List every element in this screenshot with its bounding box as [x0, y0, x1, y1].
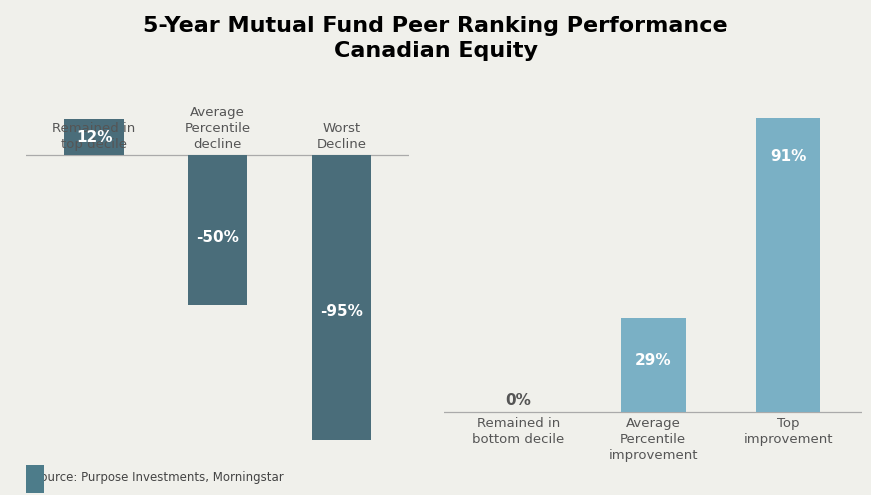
Bar — [64, 119, 124, 155]
Text: 0%: 0% — [505, 393, 531, 408]
Text: Source: Purpose Investments, Morningstar: Source: Purpose Investments, Morningstar — [33, 471, 284, 484]
Text: Average
Percentile
decline: Average Percentile decline — [185, 105, 251, 150]
Text: Worst
Decline: Worst Decline — [316, 122, 367, 150]
Text: Remained in
top decile: Remained in top decile — [52, 122, 136, 150]
Text: Remained in
bottom decile: Remained in bottom decile — [472, 417, 564, 446]
Text: 12%: 12% — [76, 130, 112, 145]
Bar — [188, 155, 247, 305]
Text: Top
improvement: Top improvement — [743, 417, 833, 446]
FancyBboxPatch shape — [26, 460, 375, 495]
Text: 5-Year Mutual Fund Peer Ranking Performance
Canadian Equity: 5-Year Mutual Fund Peer Ranking Performa… — [143, 15, 728, 61]
Bar — [756, 118, 820, 412]
Bar — [312, 155, 371, 440]
Text: 29%: 29% — [635, 353, 672, 368]
Text: -95%: -95% — [320, 304, 363, 319]
Text: -50%: -50% — [196, 230, 240, 245]
Bar — [621, 318, 685, 412]
Text: Average
Percentile
improvement: Average Percentile improvement — [609, 417, 698, 462]
Text: 91%: 91% — [770, 149, 807, 164]
